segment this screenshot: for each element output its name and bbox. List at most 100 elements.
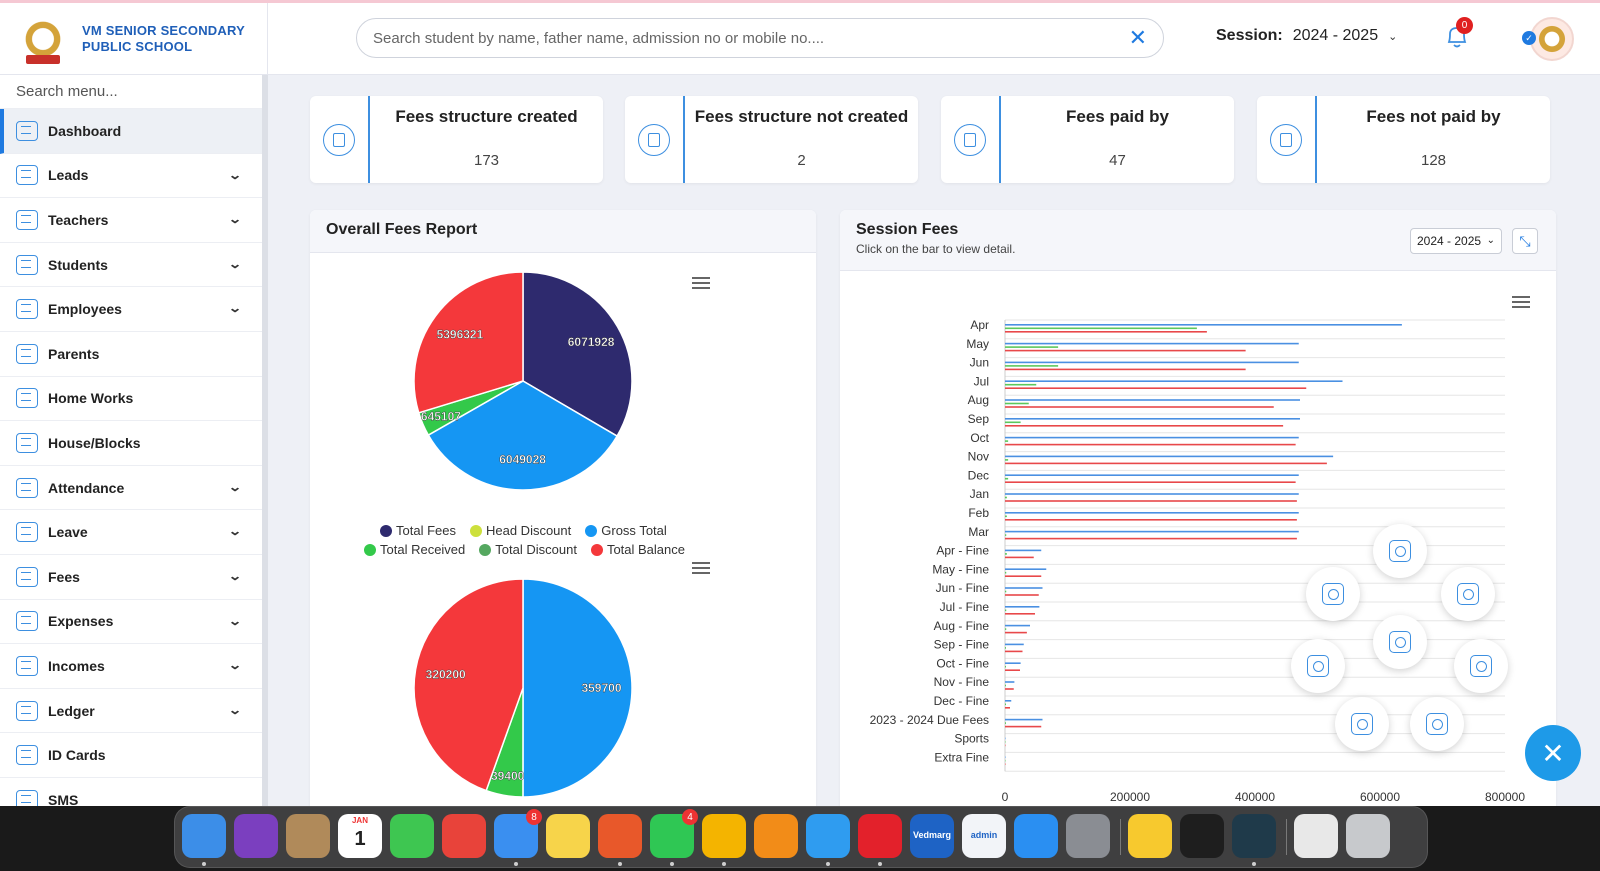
bar[interactable]	[1005, 425, 1284, 427]
bar[interactable]	[1005, 537, 1297, 540]
terminal-icon[interactable]	[1180, 814, 1224, 858]
vedmarg-icon[interactable]: Vedmarg	[910, 814, 954, 858]
fab-support-button[interactable]	[1306, 567, 1360, 621]
bar[interactable]	[1005, 368, 1246, 371]
bar[interactable]	[1005, 481, 1296, 483]
system-settings-icon[interactable]	[1066, 814, 1110, 858]
fab-leads-button[interactable]	[1373, 524, 1427, 578]
bar[interactable]	[1005, 553, 1007, 555]
vedmarg-admin-icon[interactable]: admin	[962, 814, 1006, 858]
bar[interactable]	[1005, 643, 1024, 646]
bar[interactable]	[1005, 387, 1307, 389]
fab-parents-button[interactable]	[1454, 639, 1508, 693]
sidebar-item-students[interactable]: Students ⌄	[0, 243, 262, 288]
pie-slice-total-fees[interactable]	[522, 271, 633, 438]
fab-teacher-button[interactable]	[1441, 567, 1495, 621]
sublime-icon[interactable]	[754, 814, 798, 858]
tips-icon[interactable]	[1128, 814, 1172, 858]
bar[interactable]	[1005, 665, 1006, 668]
fab-notice-button[interactable]	[1373, 615, 1427, 669]
sidebar-item-leave[interactable]: Leave ⌄	[0, 510, 262, 555]
fab-employee-button[interactable]	[1410, 697, 1464, 751]
year-select[interactable]: 2024 - 2025 ⌄	[1410, 228, 1502, 254]
siri-icon[interactable]	[234, 814, 278, 858]
fab-report-button[interactable]	[1335, 697, 1389, 751]
bar[interactable]	[1005, 496, 1007, 499]
firefox-icon[interactable]	[598, 814, 642, 858]
bar[interactable]	[1005, 681, 1015, 683]
stat-card[interactable]: Fees structure not created 2	[625, 96, 918, 183]
bar[interactable]	[1005, 575, 1042, 577]
bar[interactable]	[1005, 763, 1006, 765]
pie-slice-total-balance[interactable]	[413, 578, 524, 792]
bar[interactable]	[1005, 703, 1006, 706]
bar[interactable]	[1005, 662, 1021, 664]
bar[interactable]	[1005, 346, 1059, 348]
bar[interactable]	[1005, 718, 1043, 721]
bar[interactable]	[1005, 756, 1006, 758]
bar[interactable]	[1005, 530, 1299, 533]
bar[interactable]	[1005, 744, 1006, 747]
bar[interactable]	[1005, 474, 1299, 476]
sidebar-item-dashboard[interactable]: Dashboard	[0, 109, 262, 154]
bar[interactable]	[1005, 684, 1006, 687]
bar[interactable]	[1005, 500, 1297, 502]
bar[interactable]	[1005, 722, 1006, 724]
bar[interactable]	[1005, 647, 1006, 649]
fab-fees-button[interactable]	[1291, 639, 1345, 693]
bar[interactable]	[1005, 628, 1007, 630]
calendar-icon[interactable]: 1 JAN	[338, 814, 382, 858]
bar[interactable]	[1005, 725, 1042, 728]
bar[interactable]	[1005, 631, 1027, 634]
bar[interactable]	[1005, 741, 1006, 743]
sidebar-item-sms[interactable]: SMS	[0, 778, 262, 806]
legend-item[interactable]: Total Received	[364, 542, 465, 557]
bar[interactable]	[1005, 331, 1207, 333]
bar[interactable]	[1005, 512, 1299, 514]
close-icon[interactable]: ✕	[1128, 25, 1147, 50]
menu-search-input[interactable]: Search menu...	[0, 75, 262, 109]
bar[interactable]	[1005, 418, 1300, 420]
bar[interactable]	[1005, 459, 1009, 461]
bar[interactable]	[1005, 609, 1007, 612]
legend-item[interactable]: Gross Total	[585, 523, 667, 538]
collapse-button[interactable]: ⤡	[1512, 228, 1538, 254]
logo-area[interactable]: VM SENIOR SECONDARY PUBLIC SCHOOL	[0, 3, 268, 75]
session-selector[interactable]: Session: 2024 - 2025 ⌄	[1216, 27, 1397, 45]
safari-icon[interactable]	[806, 814, 850, 858]
bar[interactable]	[1005, 365, 1059, 367]
bar[interactable]	[1005, 380, 1343, 382]
chart-menu-icon[interactable]	[1512, 296, 1530, 308]
bar[interactable]	[1005, 688, 1014, 690]
stat-card[interactable]: Fees structure created 173	[310, 96, 603, 183]
archive-icon[interactable]	[1294, 814, 1338, 858]
sidebar-item-parents[interactable]: Parents	[0, 332, 262, 377]
bar[interactable]	[1005, 440, 1009, 442]
bar[interactable]	[1005, 587, 1043, 589]
sidebar-item-expenses[interactable]: Expenses ⌄	[0, 600, 262, 645]
legend-item[interactable]: Head Discount	[469, 523, 571, 538]
chart-menu-icon[interactable]	[692, 277, 710, 289]
sidebar-item-incomes[interactable]: Incomes ⌄	[0, 644, 262, 689]
pie-slice-total-balance[interactable]	[413, 271, 524, 414]
bar[interactable]	[1005, 455, 1334, 458]
sidebar-item-teachers[interactable]: Teachers ⌄	[0, 198, 262, 243]
bar[interactable]	[1005, 624, 1030, 627]
bar[interactable]	[1005, 556, 1034, 559]
bar[interactable]	[1005, 436, 1299, 439]
bar[interactable]	[1005, 443, 1296, 446]
bar[interactable]	[1005, 421, 1021, 424]
app-store-icon[interactable]	[1014, 814, 1058, 858]
bar[interactable]	[1005, 650, 1023, 653]
avatar[interactable]	[1530, 17, 1574, 61]
bar[interactable]	[1005, 383, 1037, 386]
legend-item[interactable]: Total Balance	[590, 542, 685, 557]
bar[interactable]	[1005, 549, 1042, 552]
bar[interactable]	[1005, 568, 1047, 570]
bar[interactable]	[1005, 737, 1006, 740]
bar[interactable]	[1005, 519, 1297, 521]
stat-card[interactable]: Fees not paid by 128	[1257, 96, 1550, 183]
trash-icon[interactable]	[1346, 814, 1390, 858]
stat-card[interactable]: Fees paid by 47	[941, 96, 1234, 183]
bar[interactable]	[1005, 700, 1012, 702]
